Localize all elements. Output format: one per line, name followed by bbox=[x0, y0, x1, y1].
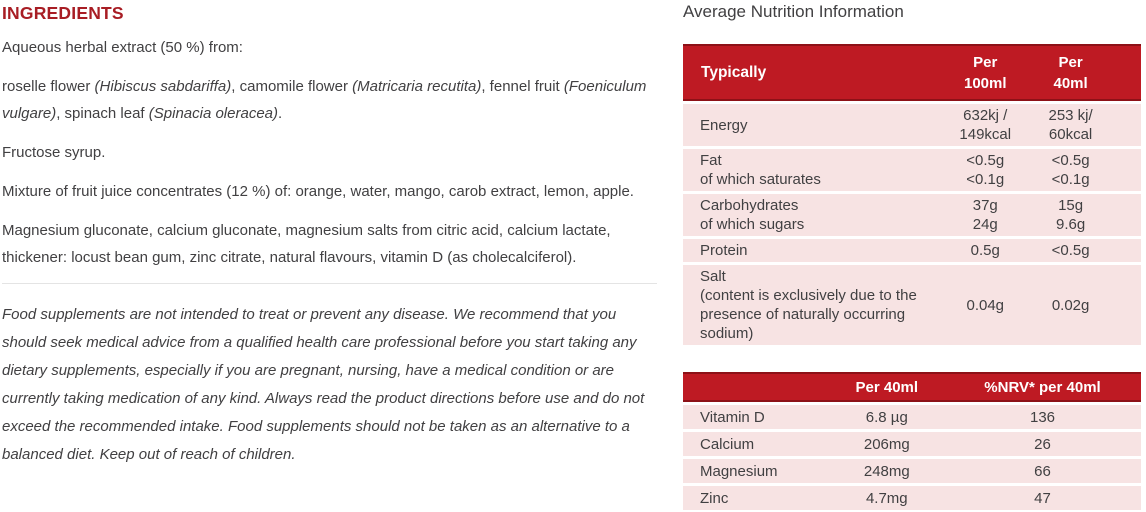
row-value-per-40ml: <0.5g bbox=[1051, 242, 1090, 259]
row-value-per-100ml: 632kj / 149kcal bbox=[959, 107, 1012, 143]
table-row: Protein 0.5g <0.5g bbox=[683, 239, 1141, 262]
row-label: Protein bbox=[700, 242, 748, 259]
ingredients-paragraph: Magnesium gluconate, calcium gluconate, … bbox=[2, 222, 611, 266]
nutrition-table-minerals: Per 40ml %NRV* per 40ml Vitamin D 6.8 µg… bbox=[683, 372, 1141, 510]
row-value-per-40ml: 15g 9.6g bbox=[1055, 197, 1086, 233]
ingredients-paragraph: Fructose syrup. bbox=[2, 144, 106, 161]
row-value-per-40ml: 253 kj/ 60kcal bbox=[1048, 107, 1093, 143]
row-value-per-40ml: 206mg bbox=[863, 435, 910, 453]
ingredients-paragraph: Aqueous herbal extract (50 %) from: bbox=[2, 39, 243, 56]
divider bbox=[2, 283, 657, 284]
row-label: Energy bbox=[700, 116, 748, 134]
ingredients-section: INGREDIENTS Aqueous herbal extract (50 %… bbox=[2, 3, 657, 469]
row-label: Calcium bbox=[700, 435, 755, 453]
row-value-per-100ml: 0.04g bbox=[966, 296, 1005, 314]
table-row: Calcium 206mg 26 bbox=[683, 432, 1141, 456]
table-row: Carbohydrates of which sugars 37g 24g 15… bbox=[683, 194, 1141, 236]
row-value-nrv: 66 bbox=[1034, 462, 1051, 480]
row-value-nrv: 26 bbox=[1034, 435, 1051, 453]
nutrition-table-typically-body: Energy 632kj / 149kcal 253 kj/ 60kcal Fa… bbox=[683, 104, 1141, 345]
row-value-per-40ml: 248mg bbox=[863, 462, 910, 480]
row-label: Salt (content is exclusively due to the … bbox=[700, 268, 917, 342]
nutrition-table-typically-header: Typically Per 100ml Per 40ml bbox=[683, 44, 1141, 101]
table-row: Energy 632kj / 149kcal 253 kj/ 60kcal bbox=[683, 104, 1141, 146]
header-cell-nrv-per-40ml: %NRV* per 40ml bbox=[984, 378, 1101, 396]
header-cell-per-100ml: Per 100ml bbox=[963, 53, 1007, 92]
table-row: Salt (content is exclusively due to the … bbox=[683, 265, 1141, 345]
nutrition-table-minerals-header: Per 40ml %NRV* per 40ml bbox=[683, 372, 1141, 402]
row-value-nrv: 47 bbox=[1034, 489, 1051, 507]
row-label: Vitamin D bbox=[700, 408, 765, 426]
ingredients-paragraph: Mixture of fruit juice concentrates (12 … bbox=[2, 183, 634, 200]
nutrition-table-typically: Typically Per 100ml Per 40ml Energy 632k… bbox=[683, 44, 1141, 345]
row-value-nrv: 136 bbox=[1030, 408, 1056, 426]
table-row: Fat of which saturates <0.5g <0.1g <0.5g… bbox=[683, 149, 1141, 191]
row-value-per-40ml: 4.7mg bbox=[865, 489, 908, 507]
table-row: Vitamin D 6.8 µg 136 bbox=[683, 405, 1141, 429]
row-label: Fat of which saturates bbox=[700, 152, 821, 188]
row-label: Magnesium bbox=[700, 462, 778, 480]
header-cell-typically: Typically bbox=[701, 63, 767, 81]
header-cell-per-40ml-2: Per 40ml bbox=[855, 378, 919, 396]
row-value-per-40ml: <0.5g <0.1g bbox=[1051, 152, 1090, 188]
ingredients-heading: INGREDIENTS bbox=[2, 3, 124, 23]
row-value-per-40ml: 0.02g bbox=[1051, 296, 1090, 314]
header-cell-per-40ml: Per 40ml bbox=[1053, 53, 1088, 92]
nutrition-title: Average Nutrition Information bbox=[683, 2, 904, 21]
row-value-per-100ml: <0.5g <0.1g bbox=[966, 152, 1005, 188]
table-row: Magnesium 248mg 66 bbox=[683, 459, 1141, 483]
row-label: Carbohydrates of which sugars bbox=[700, 197, 805, 233]
row-value-per-40ml: 6.8 µg bbox=[865, 408, 908, 426]
table-row: Zinc 4.7mg 47 bbox=[683, 486, 1141, 510]
disclaimer-text: Food supplements are not intended to tre… bbox=[2, 306, 645, 463]
ingredients-paragraph: roselle flower (Hibiscus sabdariffa), ca… bbox=[2, 78, 647, 122]
row-value-per-100ml: 0.5g bbox=[970, 242, 1000, 259]
row-value-per-100ml: 37g 24g bbox=[972, 197, 998, 233]
row-label: Zinc bbox=[700, 489, 729, 507]
nutrition-section: Average Nutrition Information Typically … bbox=[683, 2, 1141, 510]
nutrition-table-minerals-body: Vitamin D 6.8 µg 136 Calcium 206mg 26 Ma… bbox=[683, 405, 1141, 510]
ingredients-paragraphs: Aqueous herbal extract (50 %) from: rosel… bbox=[2, 34, 657, 271]
